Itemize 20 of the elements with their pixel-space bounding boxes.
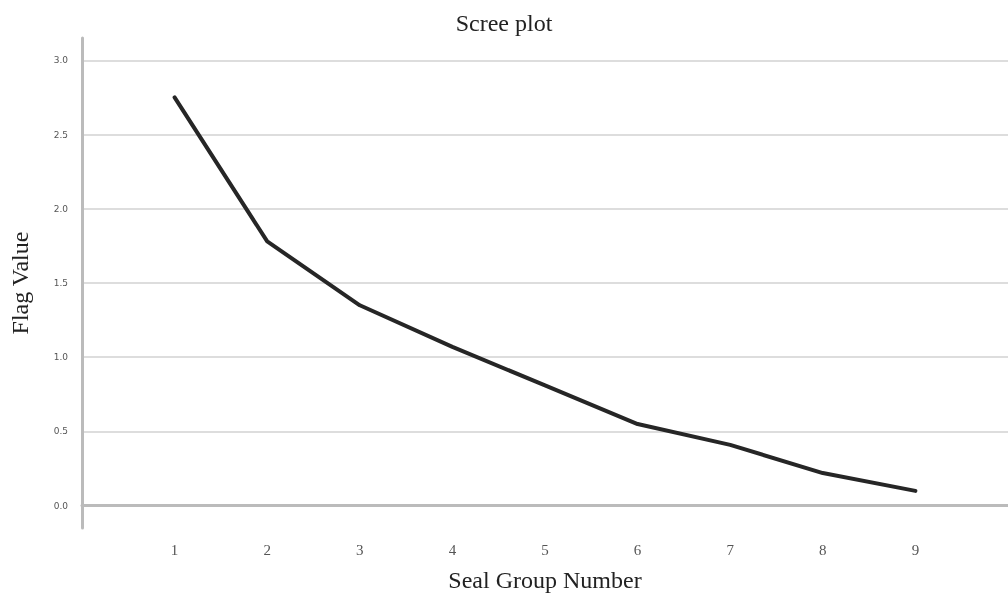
x-tick-label: 3 xyxy=(356,541,364,558)
x-tick-label: 7 xyxy=(726,541,735,558)
x-tick-label: 2 xyxy=(263,541,271,558)
x-tick-label: 9 xyxy=(911,541,920,558)
y-tick-label: 3.0 xyxy=(53,55,69,66)
x-tick-label: 8 xyxy=(819,541,827,558)
y-tick-label: 0.5 xyxy=(53,426,68,437)
x-tick-label: 1 xyxy=(170,541,179,558)
y-tick-label: 0.0 xyxy=(53,500,69,511)
chart-title: Scree plot xyxy=(455,10,553,36)
y-axis-title: Flag Value xyxy=(7,231,33,335)
y-tick-label: 2.0 xyxy=(53,203,69,214)
y-tick-label: 2.5 xyxy=(53,129,68,140)
x-axis-title: Seal Group Number xyxy=(448,567,642,593)
y-tick-label: 1.0 xyxy=(53,352,69,363)
x-tick-label: 4 xyxy=(448,541,457,558)
y-tick-label: 1.5 xyxy=(53,278,68,288)
line-series xyxy=(172,95,918,493)
x-tick-label: 5 xyxy=(541,541,549,558)
x-tick-label: 6 xyxy=(633,541,642,558)
